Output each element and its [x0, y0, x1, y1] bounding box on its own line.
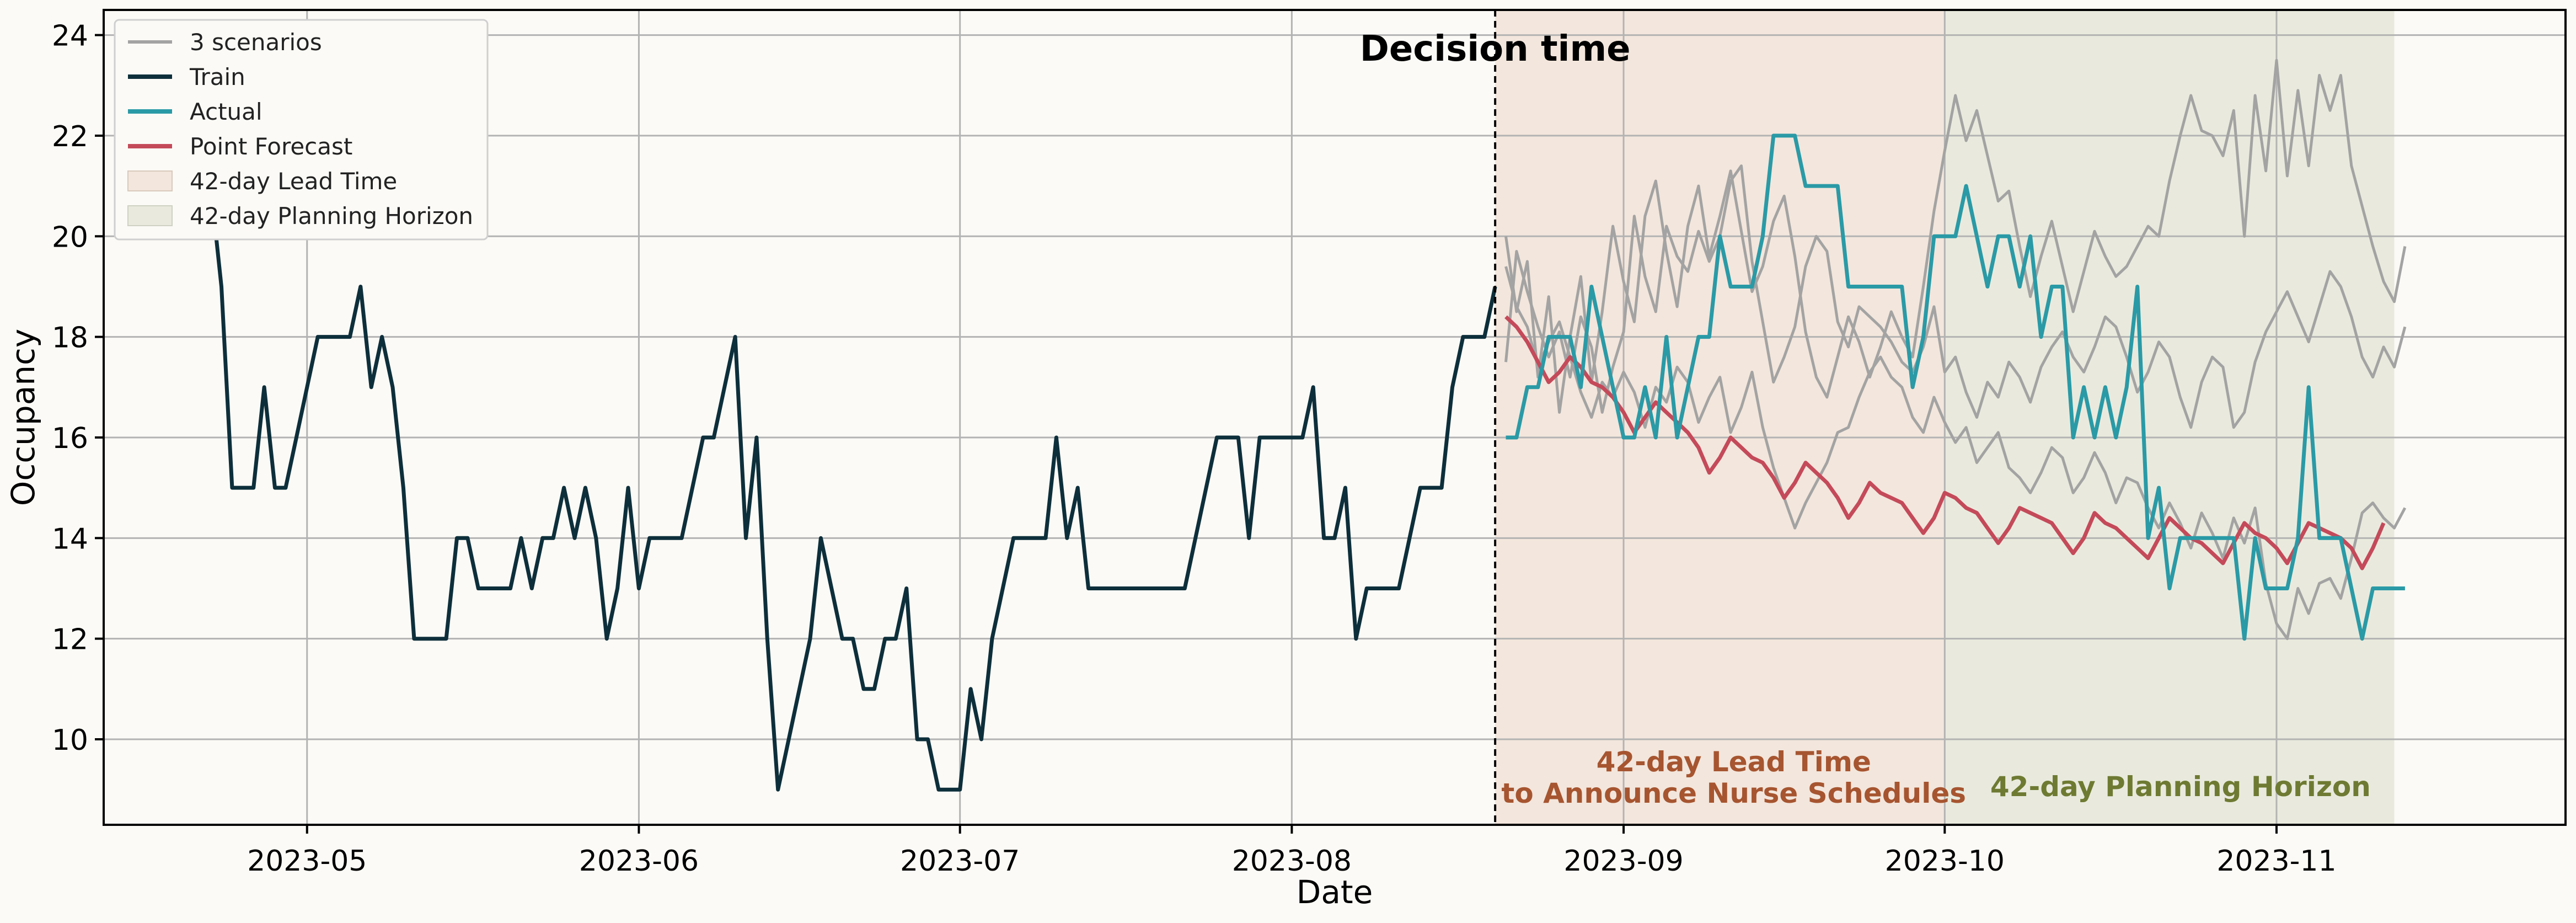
y-tick-label: 18	[52, 322, 88, 355]
train-line	[208, 185, 1497, 792]
x-tick-label: 2023-11	[2216, 845, 2336, 878]
lead-time-annotation-line2: to Announce Nurse Schedules	[1501, 777, 1966, 809]
y-tick-label: 24	[52, 20, 88, 53]
lead-time-annotation-line1: 42-day Lead Time	[1597, 746, 1871, 778]
y-tick-label: 20	[52, 221, 88, 254]
y-tick-label: 22	[52, 120, 88, 153]
x-tick-label: 2023-10	[1885, 845, 2005, 878]
y-axis-label: Occupancy	[4, 329, 42, 506]
legend-swatch-planning-horizon	[127, 205, 173, 226]
axes-frame	[103, 9, 2567, 826]
x-tick-label: 2023-09	[1563, 845, 1683, 878]
x-axis-label: Date	[1297, 873, 1373, 911]
scenario-line-3	[1504, 266, 2407, 641]
legend: 3 scenarios Train Actual Point Forecast …	[114, 19, 489, 241]
scenario-line-1	[1504, 58, 2407, 414]
legend-label-point-forecast: Point Forecast	[190, 133, 352, 160]
lead-time-region	[1495, 10, 1945, 825]
y-tick-label: 16	[52, 422, 88, 455]
axes: 10 12 14 16 18 20 22 24 2023-05 2023-06 2023-07 202…	[52, 9, 2567, 878]
x-tick-label: 2023-06	[579, 845, 699, 878]
x-tick-label: 2023-05	[247, 845, 367, 878]
legend-swatch-lead-time	[127, 170, 173, 191]
legend-label-planning-horizon: 42-day Planning Horizon	[190, 202, 473, 230]
x-tick-label: 2023-08	[1232, 845, 1352, 878]
x-tick-label: 2023-07	[900, 845, 1020, 878]
y-tick-label: 10	[52, 724, 88, 757]
decision-time-label: Decision time	[1360, 29, 1631, 70]
planning-horizon-region	[1945, 10, 2395, 825]
legend-label-actual: Actual	[190, 98, 263, 125]
legend-label-lead-time: 42-day Lead Time	[190, 168, 397, 195]
legend-box	[114, 19, 489, 241]
actual-line	[1506, 134, 2405, 641]
planning-horizon-annotation: 42-day Planning Horizon	[1990, 771, 2371, 803]
legend-label-train: Train	[189, 63, 245, 90]
legend-label-scenarios: 3 scenarios	[190, 29, 322, 56]
scenario-line-2	[1504, 164, 2407, 429]
y-tick-label: 12	[52, 623, 88, 657]
y-tick-label: 14	[52, 522, 88, 556]
point-forecast-line	[1504, 315, 2386, 570]
plot-area	[104, 10, 2566, 825]
